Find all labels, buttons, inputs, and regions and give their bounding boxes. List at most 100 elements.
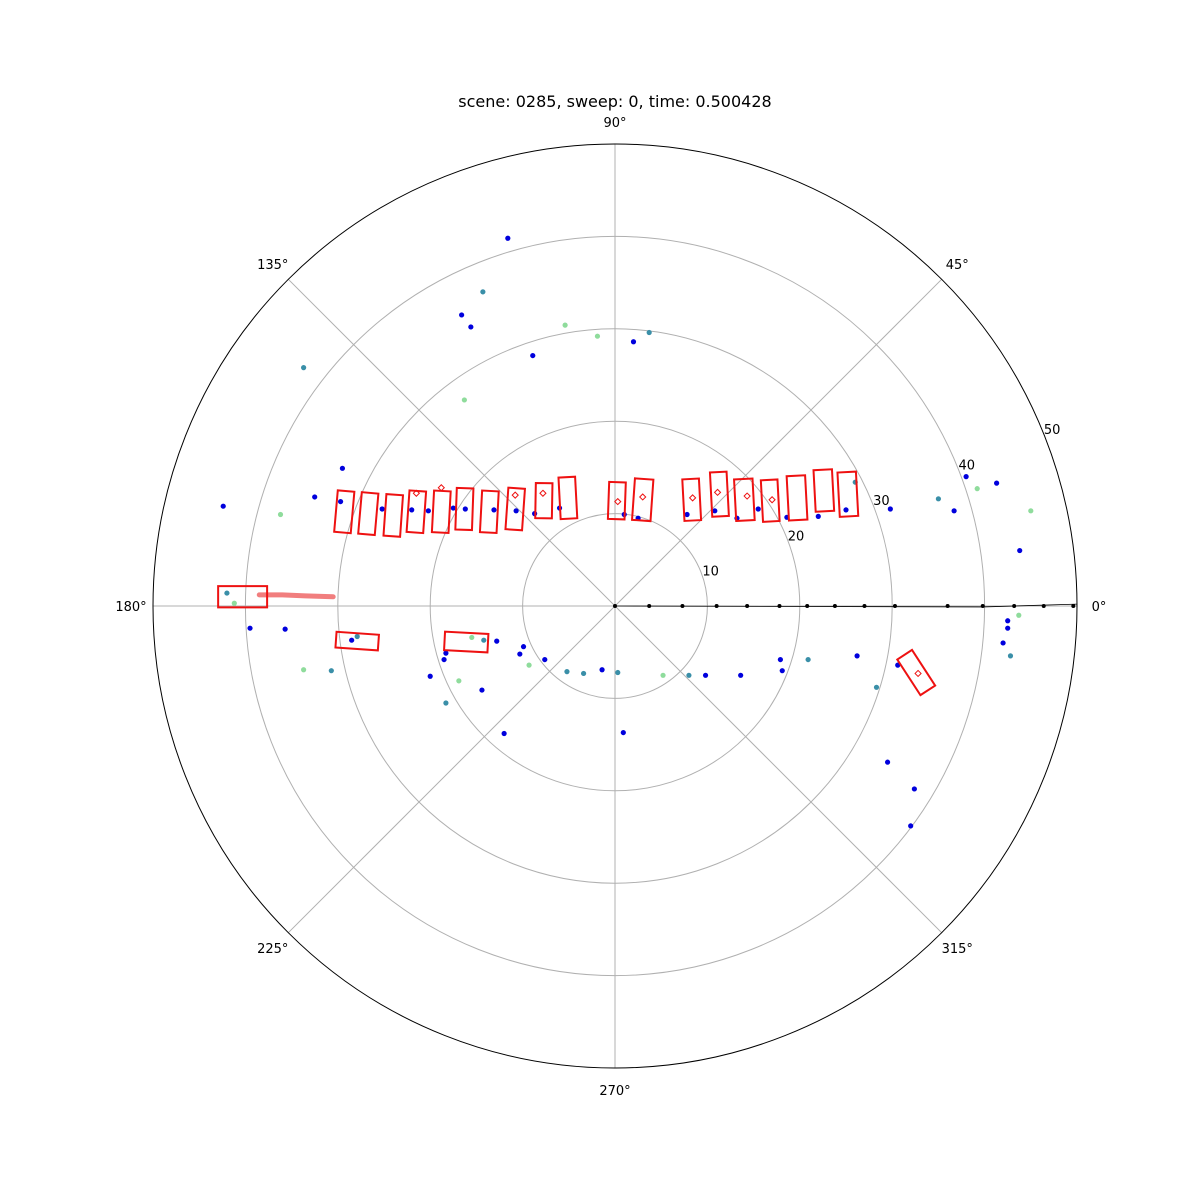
- polar-frame: [152, 143, 1078, 1069]
- data-point: [843, 507, 849, 513]
- data-point: [884, 759, 891, 765]
- bounding-box: [759, 478, 781, 523]
- data-point: [481, 637, 487, 643]
- data-point: [1007, 653, 1014, 659]
- data-point: [479, 687, 485, 693]
- bounding-box: [630, 477, 655, 523]
- angle-tick-label: 270°: [599, 1084, 630, 1099]
- data-point: [312, 494, 318, 500]
- bounding-box: [557, 475, 579, 521]
- radar-point: [777, 604, 782, 608]
- box-marker: [539, 489, 547, 497]
- bounding-box: [405, 489, 428, 535]
- data-point: [815, 513, 821, 519]
- data-point: [660, 672, 666, 678]
- angle-tick-label: 0°: [1092, 600, 1107, 615]
- angular-gridlines: [153, 144, 1077, 1068]
- radar-point: [647, 604, 652, 608]
- box-marker: [511, 491, 519, 499]
- box-markers: [412, 484, 922, 678]
- data-point: [1017, 547, 1023, 554]
- chart-title: scene: 0285, sweep: 0, time: 0.500428: [458, 92, 772, 111]
- angular-gridline: [614, 605, 943, 934]
- data-point: [684, 511, 690, 518]
- data-point: [231, 600, 237, 606]
- angle-tick-label: 90°: [603, 116, 626, 131]
- data-point: [1000, 640, 1006, 646]
- radar-point: [832, 604, 837, 608]
- data-point: [738, 672, 744, 678]
- angular-gridline: [287, 605, 616, 934]
- angle-tick-label: 315°: [942, 942, 973, 957]
- bounding-box: [836, 470, 860, 518]
- data-point: [220, 503, 226, 509]
- bounding-box: [534, 481, 554, 520]
- radial-tick-label: 30: [873, 494, 890, 509]
- data-point: [339, 465, 346, 471]
- point-cloud: [220, 235, 1034, 829]
- radial-tick-labels: 10 20 30 40 50: [702, 423, 1060, 579]
- data-point: [1016, 612, 1022, 618]
- radar-point: [862, 604, 867, 608]
- radar-point: [613, 604, 617, 608]
- bounding-box: [504, 486, 527, 532]
- radial-tick-label: 10: [702, 565, 719, 580]
- bounding-box: [812, 468, 836, 513]
- data-point: [615, 669, 621, 676]
- data-point: [247, 625, 253, 631]
- data-point: [620, 729, 626, 736]
- radar-point: [680, 604, 685, 608]
- radial-tick-label: 40: [958, 459, 975, 474]
- data-point: [873, 684, 880, 690]
- data-point: [1028, 508, 1034, 514]
- data-point: [630, 339, 637, 345]
- box-marker: [437, 484, 445, 492]
- data-point: [564, 669, 570, 675]
- angle-tick-label: 180°: [115, 600, 146, 615]
- radar-point: [805, 604, 810, 608]
- data-point: [520, 644, 527, 650]
- data-point: [301, 365, 307, 371]
- radar-point: [1071, 604, 1076, 608]
- data-point: [513, 508, 519, 514]
- data-point: [328, 668, 334, 674]
- angular-gridline: [614, 278, 943, 607]
- angle-tick-label: 45°: [946, 258, 969, 273]
- data-point: [443, 650, 449, 656]
- data-point: [461, 397, 467, 403]
- data-point: [599, 667, 605, 673]
- data-point: [646, 329, 652, 336]
- data-point: [562, 322, 568, 328]
- box-marker: [914, 669, 922, 678]
- data-point: [459, 312, 465, 318]
- box-marker: [639, 493, 647, 501]
- data-point: [779, 668, 785, 674]
- radial-tick-label: 20: [788, 529, 805, 544]
- data-point: [580, 670, 587, 677]
- data-point: [277, 511, 284, 518]
- data-point: [951, 508, 957, 514]
- data-point: [441, 656, 447, 663]
- box-marker: [412, 489, 421, 497]
- data-point: [963, 474, 969, 480]
- data-point: [935, 496, 942, 502]
- angle-tick-label: 225°: [257, 942, 288, 957]
- data-point: [805, 656, 811, 663]
- data-point: [908, 823, 914, 829]
- data-point: [526, 662, 532, 668]
- angular-gridline: [287, 278, 616, 607]
- radar-point: [1041, 604, 1046, 608]
- data-point: [427, 673, 433, 679]
- bounding-box: [606, 480, 627, 521]
- data-point: [469, 634, 475, 641]
- bounding-box: [681, 477, 703, 522]
- bounding-box: [217, 585, 269, 609]
- box-marker: [614, 497, 622, 506]
- data-point: [491, 507, 497, 513]
- radar-point: [1012, 604, 1017, 608]
- data-point: [468, 324, 474, 330]
- bounding-box: [454, 486, 475, 532]
- data-point: [994, 480, 1000, 486]
- data-point: [337, 498, 344, 505]
